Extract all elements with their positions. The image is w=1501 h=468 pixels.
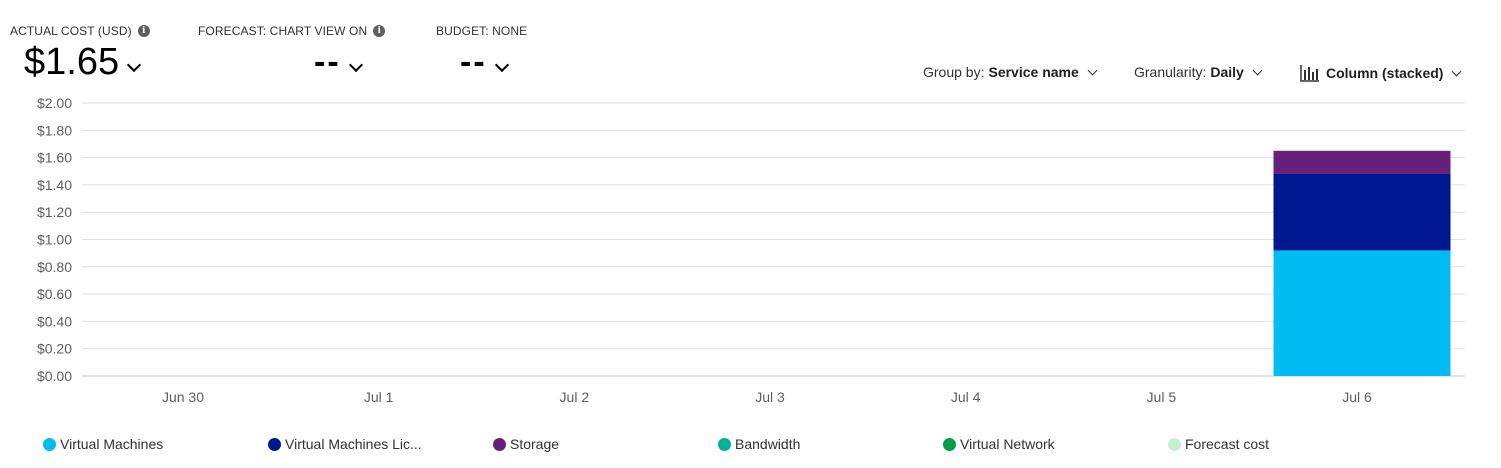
chevron-down-icon bbox=[1087, 65, 1098, 75]
legend-label: Bandwidth bbox=[735, 436, 801, 452]
forecast-label: FORECAST: CHART VIEW ON bbox=[198, 24, 368, 38]
legend-item[interactable]: Storage bbox=[493, 436, 559, 452]
actual-cost-label: ACTUAL COST (USD) bbox=[10, 24, 132, 38]
legend-swatch bbox=[493, 437, 506, 451]
column-chart-icon bbox=[1300, 65, 1319, 82]
x-tick-label: Jul 6 bbox=[1342, 389, 1372, 405]
y-tick-label: $1.60 bbox=[37, 150, 72, 166]
chevron-down-icon[interactable] bbox=[348, 57, 363, 73]
y-tick-label: $0.00 bbox=[37, 368, 72, 384]
legend-label: Virtual Machines bbox=[60, 436, 164, 452]
budget-kpi[interactable]: BUDGET: NONE -- bbox=[436, 24, 527, 84]
bar-segment[interactable] bbox=[1273, 250, 1451, 376]
y-tick-label: $2.00 bbox=[37, 95, 72, 111]
legend-swatch bbox=[943, 437, 956, 451]
info-icon[interactable]: i bbox=[373, 25, 386, 37]
y-tick-label: $1.80 bbox=[37, 122, 72, 138]
y-tick-label: $1.00 bbox=[37, 232, 72, 248]
chevron-down-icon bbox=[1452, 66, 1462, 76]
bar-segment[interactable] bbox=[1273, 150, 1451, 174]
group-by-dropdown[interactable]: Group by: Service name bbox=[923, 64, 1098, 80]
granularity-value: Daily bbox=[1210, 64, 1244, 80]
legend-swatch bbox=[1168, 437, 1181, 451]
legend-item[interactable]: Bandwidth bbox=[718, 436, 800, 452]
bar-segment[interactable] bbox=[1273, 173, 1451, 251]
granularity-label: Granularity: bbox=[1134, 64, 1207, 80]
chevron-down-icon bbox=[1252, 65, 1263, 75]
legend-label: Virtual Network bbox=[960, 436, 1055, 452]
legend-item[interactable]: Forecast cost bbox=[1168, 436, 1269, 452]
legend-swatch bbox=[43, 437, 56, 451]
chart-type-value: Column (stacked) bbox=[1326, 65, 1444, 81]
y-tick-label: $1.40 bbox=[37, 177, 72, 193]
x-tick-label: Jul 1 bbox=[364, 389, 394, 405]
legend-swatch bbox=[718, 437, 731, 451]
info-icon[interactable]: i bbox=[137, 25, 150, 37]
cost-chart: $0.00 $0.20 $0.40 $0.60 $0.80 $1.00 $1.20 $1.40… bbox=[37, 95, 1465, 405]
legend-label: Virtual Machines Lic... bbox=[285, 436, 422, 452]
x-tick-label: Jul 3 bbox=[755, 389, 785, 405]
group-by-value: Service name bbox=[988, 64, 1079, 80]
legend-swatch bbox=[268, 437, 281, 451]
x-tick-label: Jul 5 bbox=[1147, 389, 1177, 405]
y-tick-label: $0.40 bbox=[37, 313, 72, 329]
y-tick-label: $0.60 bbox=[37, 286, 72, 302]
forecast-value: -- bbox=[314, 43, 341, 81]
x-tick-label: Jul 4 bbox=[951, 389, 981, 405]
actual-cost-value: $1.65 bbox=[24, 41, 120, 83]
actual-cost-kpi[interactable]: ACTUAL COST (USD) i $1.65 bbox=[10, 24, 150, 84]
forecast-kpi[interactable]: FORECAST: CHART VIEW ON i -- bbox=[198, 24, 386, 84]
budget-label: BUDGET: NONE bbox=[436, 24, 528, 38]
legend-label: Forecast cost bbox=[1185, 436, 1270, 452]
legend-item[interactable]: Virtual Machines Lic... bbox=[268, 436, 422, 452]
y-tick-label: $0.80 bbox=[37, 259, 72, 275]
x-tick-label: Jun 30 bbox=[162, 389, 204, 405]
chevron-down-icon[interactable] bbox=[127, 57, 142, 73]
chevron-down-icon[interactable] bbox=[494, 57, 509, 73]
y-tick-label: $1.20 bbox=[37, 204, 72, 220]
legend-item[interactable]: Virtual Machines bbox=[43, 436, 163, 452]
chart-type-dropdown[interactable]: Column (stacked) bbox=[1300, 64, 1462, 82]
legend-label: Storage bbox=[510, 436, 560, 452]
granularity-dropdown[interactable]: Granularity: Daily bbox=[1134, 64, 1263, 80]
budget-value: -- bbox=[460, 43, 487, 81]
x-tick-label: Jul 2 bbox=[560, 389, 590, 405]
group-by-label: Group by: bbox=[923, 64, 985, 80]
y-tick-label: $0.20 bbox=[37, 341, 72, 357]
legend-item[interactable]: Virtual Network bbox=[943, 436, 1055, 452]
